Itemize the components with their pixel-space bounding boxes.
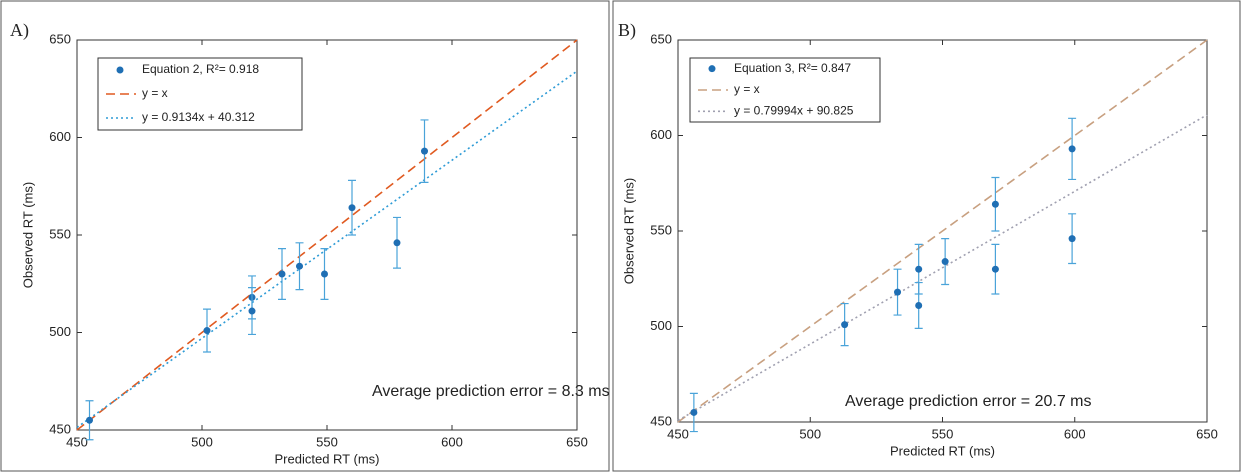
legend-label: Equation 3, R²= 0.847 (734, 61, 851, 75)
y-tick-label: 450 (49, 421, 71, 436)
data-point (203, 327, 211, 335)
x-tick-label: 550 (316, 434, 338, 449)
x-tick-label: 450 (667, 426, 689, 441)
data-point (296, 262, 303, 270)
x-tick-label: 600 (441, 434, 463, 449)
data-point (941, 258, 949, 266)
data-point (421, 147, 428, 155)
legend-label: y = x (142, 86, 168, 100)
panel-label: A) (10, 20, 29, 41)
data-point (1068, 235, 1076, 243)
legend-label: Equation 2, R²= 0.918 (142, 62, 259, 76)
x-tick-label: 450 (66, 434, 88, 449)
x-axis-title: Predicted RT (ms) (890, 443, 995, 458)
annotation: Average prediction error = 20.7 ms (845, 393, 1092, 410)
legend-label: y = x (734, 82, 760, 96)
y-tick-label: 550 (650, 222, 672, 237)
data-point (1068, 145, 1076, 153)
x-tick-label: 500 (799, 426, 821, 441)
y-tick-label: 600 (650, 127, 672, 142)
legend-box (689, 57, 881, 123)
x-tick-label: 600 (1064, 426, 1086, 441)
data-point (393, 239, 401, 247)
legend-marker (708, 65, 716, 73)
annotation: Average prediction error = 8.3 ms (372, 383, 610, 400)
y-tick-label: 450 (650, 413, 672, 428)
data-point (86, 416, 93, 424)
fit-line (76, 70, 578, 429)
legend-marker (116, 66, 124, 74)
y-axis-title: Observed RT (ms) (621, 178, 636, 284)
x-tick-label: 550 (932, 426, 954, 441)
x-axis-title: Predicted RT (ms) (275, 451, 380, 466)
data-point (991, 200, 999, 208)
y-tick-label: 650 (650, 31, 672, 46)
y-tick-label: 500 (49, 324, 71, 339)
panel-label: B) (618, 20, 636, 41)
panel-frame (612, 0, 1241, 472)
legend-label: y = 0.9134x + 40.312 (142, 110, 255, 124)
data-point (690, 408, 698, 416)
y-tick-label: 650 (49, 31, 71, 46)
data-point (278, 270, 286, 278)
x-tick-label: 650 (566, 434, 588, 449)
data-point (348, 204, 356, 212)
y-axis-title: Observed RT (ms) (20, 182, 35, 288)
data-point (915, 265, 923, 273)
x-tick-label: 500 (191, 434, 213, 449)
data-point (321, 270, 328, 278)
y-tick-label: 600 (49, 129, 71, 144)
fit-line (76, 39, 578, 431)
y-tick-label: 550 (49, 226, 71, 241)
data-point (991, 265, 999, 273)
panel-frame (0, 0, 610, 472)
x-tick-label: 650 (1196, 426, 1218, 441)
legend-label: y = 0.79994x + 90.825 (734, 104, 854, 118)
data-point (841, 321, 849, 329)
data-point (894, 288, 902, 296)
data-point (915, 301, 923, 309)
data-point (248, 307, 256, 315)
fit-line (677, 39, 1208, 423)
y-tick-label: 500 (650, 318, 672, 333)
fit-line (677, 114, 1208, 422)
